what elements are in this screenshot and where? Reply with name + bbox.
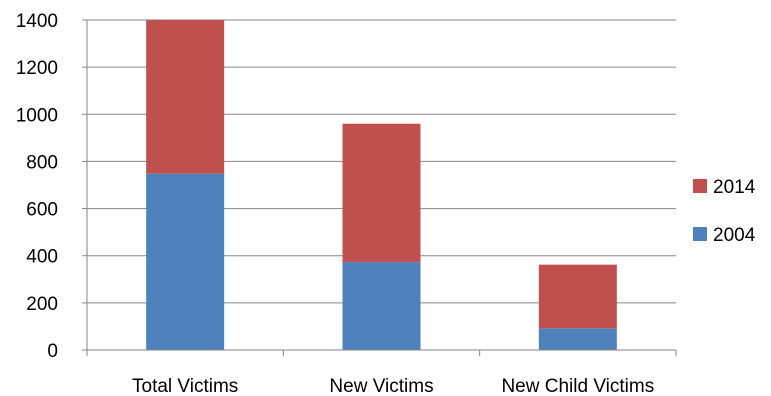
legend: 2014 2004 (693, 177, 756, 246)
bar-2014-new-victims (342, 123, 421, 263)
x-category-label: Total Victims (132, 376, 238, 396)
bars (146, 20, 617, 350)
y-tick-label: 800 (26, 152, 58, 173)
y-tick-label: 600 (26, 200, 58, 221)
y-tick-label: 400 (26, 247, 58, 268)
x-category-label: New Victims (329, 376, 433, 396)
bar-2004-new-victims (342, 262, 421, 350)
y-tick-label: 1200 (16, 58, 58, 79)
bar-2014-total-victims (146, 20, 225, 174)
bar-2014-new-child-victims (538, 264, 617, 329)
legend-swatch-2004 (693, 227, 707, 241)
legend-label-2014: 2014 (713, 177, 756, 198)
y-tick-label: 1000 (16, 105, 58, 126)
legend-swatch-2014 (693, 179, 707, 193)
y-tick-label: 200 (26, 294, 58, 315)
legend-label-2004: 2004 (713, 225, 756, 246)
y-tick-label: 0 (47, 341, 58, 362)
axes: 0 200 400 600 800 1000 1200 1400 Total Victims Ne… (16, 11, 677, 396)
bar-2004-total-victims (146, 173, 225, 350)
bar-2004-new-child-victims (538, 328, 617, 350)
y-tick-label: 1400 (16, 11, 58, 32)
x-category-label: New Child Victims (501, 376, 654, 396)
